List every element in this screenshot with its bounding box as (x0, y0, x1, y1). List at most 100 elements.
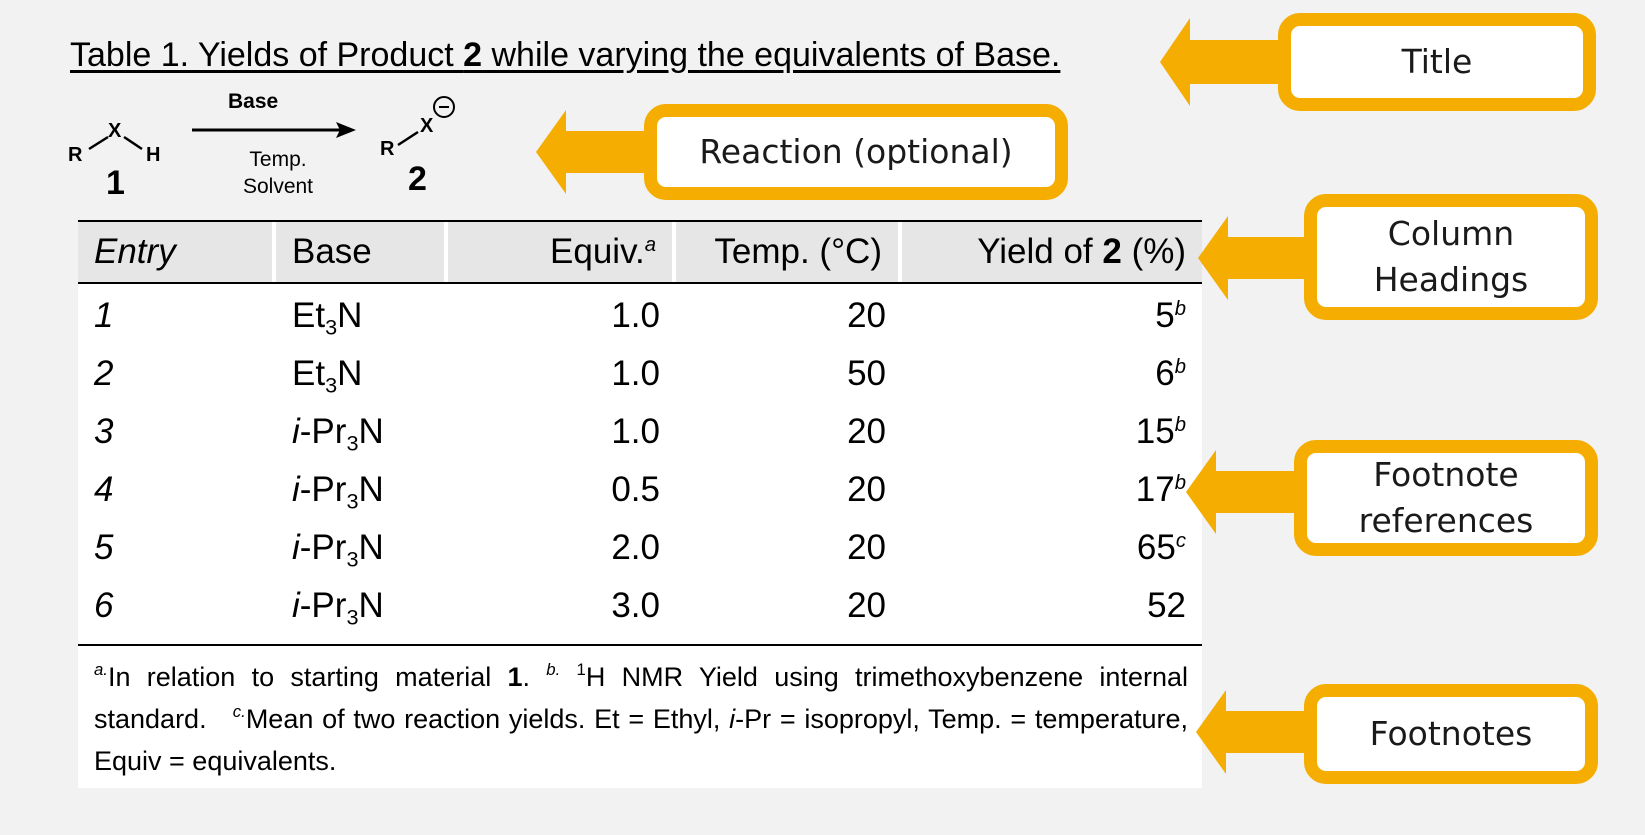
headings-callout-arrow (1198, 216, 1338, 300)
base-prefix: i (292, 412, 300, 451)
callout-footnotes: Footnotes (1304, 684, 1598, 784)
title-suffix: while varying the equivalents of Base. (482, 36, 1061, 74)
cell-entry: 5 (94, 528, 114, 567)
negative-charge-icon (433, 96, 455, 118)
base-subscript: 3 (346, 604, 359, 630)
base-suffix: N (337, 296, 363, 335)
table-row: 1 Et3N 1.0 20 5b (78, 286, 1202, 346)
cell-yield: 17b (902, 460, 1202, 520)
table-top-rule (78, 220, 1202, 222)
table-footnotes: a.In relation to starting material 1. b.… (94, 656, 1188, 782)
product-r-label: R (380, 138, 395, 160)
table-row: 6 i-Pr3N 3.0 20 52 (78, 576, 1202, 636)
header-temp: Temp. (°C) (676, 222, 902, 282)
product-number: 2 (408, 160, 427, 198)
cell-entry: 6 (94, 586, 114, 625)
callout-headings-line2: Headings (1373, 260, 1529, 299)
footnote-b-mark: b. (546, 660, 561, 680)
cell-temp: 20 (847, 528, 886, 567)
base-suffix: N (337, 354, 363, 393)
table-bottom-rule (78, 644, 1202, 646)
yield-value: 52 (1147, 586, 1186, 625)
footnote-c-text-end: -Pr = isopropyl, Temp. = temperature, Eq… (94, 704, 1188, 776)
base-suffix: N (358, 586, 384, 625)
yield-value: 65 (1136, 528, 1176, 567)
data-table: Entry Base Equiv.a Temp. (°C) Yield of 2… (78, 220, 1202, 788)
yield-footnote-ref: b (1174, 471, 1186, 494)
refs-callout-arrow (1186, 450, 1326, 534)
table-row: 3 i-Pr3N 1.0 20 15b (78, 402, 1202, 462)
cell-temp: 20 (847, 470, 886, 509)
cell-base: i-Pr3N (276, 518, 448, 578)
cell-entry: 4 (94, 470, 114, 509)
header-yield: Yield of 2 (%) (902, 222, 1202, 282)
table-row: 4 i-Pr3N 0.5 20 17b (78, 460, 1202, 520)
cell-entry: 3 (94, 412, 114, 451)
reactant-h-label: H (146, 144, 161, 166)
base-prefix: i (292, 470, 300, 509)
cell-temp: 20 (847, 296, 886, 335)
footnote-a-text: In relation to starting material (107, 662, 508, 692)
base-main: -Pr (299, 470, 347, 509)
table-row: 2 Et3N 1.0 50 6b (78, 344, 1202, 404)
table-header-row: Entry Base Equiv.a Temp. (°C) Yield of 2… (78, 222, 1202, 282)
cell-equiv: 0.5 (611, 470, 660, 509)
footnote-b-text: H NMR Yield using trimethoxybenzene inte… (94, 662, 1188, 734)
cell-equiv: 1.0 (611, 354, 660, 393)
reactant-bond-rx (88, 135, 109, 151)
cell-base: Et3N (276, 286, 448, 346)
cell-yield: 6b (902, 344, 1202, 404)
cell-base: i-Pr3N (276, 460, 448, 520)
callout-column-headings: Column Headings (1304, 194, 1598, 320)
yield-footnote-ref: b (1174, 355, 1186, 378)
table-header-rule (78, 282, 1202, 284)
base-suffix: N (358, 528, 384, 567)
callout-refs-text: Footnote references (1359, 452, 1534, 544)
cell-base: i-Pr3N (276, 402, 448, 462)
header-base: Base (276, 222, 448, 282)
header-equiv-label: Equiv. (550, 232, 645, 271)
cell-equiv: 3.0 (611, 586, 660, 625)
reactant-x-label: X (108, 120, 122, 142)
reaction-callout-arrow (536, 110, 676, 194)
reaction-condition-base: Base (228, 90, 279, 113)
cell-equiv: 1.0 (611, 412, 660, 451)
callout-refs-line1: Footnote (1373, 455, 1519, 494)
cell-yield: 65c (902, 518, 1202, 578)
base-prefix: i (292, 528, 300, 567)
reaction-scheme: R X H 1 Base Temp. Solvent R X 2 (60, 90, 500, 210)
yield-value: 15 (1135, 412, 1175, 451)
reaction-condition-temp: Temp. (249, 148, 307, 171)
base-main: Et (292, 354, 326, 393)
callout-footnote-references: Footnote references (1294, 440, 1598, 556)
footnote-c-italic: i (729, 704, 736, 734)
reactant-bond-xh (123, 135, 143, 151)
yield-value: 17 (1135, 470, 1175, 509)
base-main: Et (292, 296, 326, 335)
yield-footnote-ref: c (1175, 529, 1186, 552)
yield-footnote-ref: b (1174, 413, 1186, 436)
reactant-r-label: R (68, 144, 83, 166)
product-x-label: X (420, 115, 434, 137)
header-equiv-footnote-ref: a (644, 233, 656, 256)
header-yield-suffix: (%) (1121, 232, 1186, 271)
footnote-a-end: . (522, 662, 547, 692)
callout-refs-line2: references (1358, 501, 1534, 540)
base-prefix: i (292, 586, 300, 625)
base-suffix: N (358, 470, 384, 509)
cell-base: Et3N (276, 344, 448, 404)
cell-yield: 52 (902, 576, 1202, 636)
cell-yield: 15b (902, 402, 1202, 462)
base-subscript: 3 (346, 546, 359, 572)
cell-equiv: 1.0 (611, 296, 660, 335)
callout-headings-text: Column Headings (1374, 211, 1529, 303)
cell-entry: 1 (94, 296, 114, 335)
callout-title-label: Title (1401, 42, 1473, 81)
reaction-bonds-graphic (88, 96, 455, 151)
reactant-number: 1 (106, 164, 125, 202)
callout-title: Title (1278, 13, 1596, 111)
cell-temp: 20 (847, 586, 886, 625)
reaction-arrow-head (336, 122, 356, 138)
cell-yield: 5b (902, 286, 1202, 346)
